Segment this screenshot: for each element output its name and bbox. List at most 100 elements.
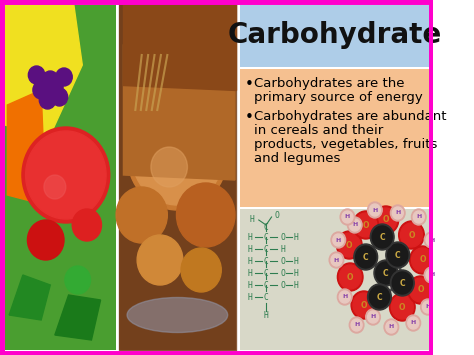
Circle shape <box>367 202 382 218</box>
Text: O: O <box>408 230 415 240</box>
Text: H: H <box>425 305 430 310</box>
Circle shape <box>44 175 66 199</box>
Circle shape <box>370 224 394 250</box>
Circle shape <box>127 100 228 210</box>
Circle shape <box>391 270 414 296</box>
Circle shape <box>339 291 350 303</box>
Circle shape <box>408 276 433 304</box>
Text: H: H <box>395 211 401 215</box>
Circle shape <box>376 262 396 284</box>
Text: C: C <box>264 268 268 278</box>
Circle shape <box>386 321 397 333</box>
Text: H: H <box>294 233 299 241</box>
Circle shape <box>51 88 68 106</box>
Text: O: O <box>280 257 285 266</box>
Circle shape <box>72 209 101 241</box>
Circle shape <box>390 293 415 321</box>
Text: and legumes: and legumes <box>254 152 340 165</box>
Circle shape <box>401 223 422 247</box>
Circle shape <box>375 208 397 232</box>
Circle shape <box>369 286 390 308</box>
Text: C: C <box>264 293 268 301</box>
Text: H: H <box>294 268 299 278</box>
Text: H: H <box>372 208 377 213</box>
Circle shape <box>410 246 435 274</box>
Circle shape <box>331 254 342 266</box>
Text: H: H <box>247 280 252 289</box>
Circle shape <box>373 206 399 234</box>
Circle shape <box>26 131 106 219</box>
Text: products, vegetables, fruits: products, vegetables, fruits <box>254 138 438 151</box>
Text: O: O <box>417 285 424 295</box>
Circle shape <box>392 272 412 294</box>
Circle shape <box>353 211 379 239</box>
Circle shape <box>399 221 424 249</box>
Text: C: C <box>383 268 389 278</box>
Text: H: H <box>345 214 350 219</box>
Circle shape <box>338 233 360 257</box>
Ellipse shape <box>127 297 228 333</box>
Circle shape <box>329 252 344 268</box>
Text: C: C <box>264 257 268 266</box>
Text: in cereals and their: in cereals and their <box>254 124 383 137</box>
Circle shape <box>340 209 355 225</box>
Circle shape <box>406 315 420 331</box>
Circle shape <box>411 209 426 225</box>
Circle shape <box>116 187 167 243</box>
Circle shape <box>333 234 344 246</box>
Circle shape <box>351 291 377 319</box>
Text: H: H <box>334 257 339 262</box>
Circle shape <box>33 81 49 99</box>
Text: C: C <box>264 280 268 289</box>
Circle shape <box>356 246 376 268</box>
Text: H: H <box>370 315 376 320</box>
Circle shape <box>408 317 419 329</box>
Text: O: O <box>280 280 285 289</box>
Text: O: O <box>361 300 367 310</box>
Polygon shape <box>123 0 236 90</box>
Text: H: H <box>389 324 394 329</box>
Circle shape <box>384 319 399 335</box>
Circle shape <box>367 284 392 310</box>
Circle shape <box>42 71 58 89</box>
Text: O: O <box>363 220 369 229</box>
Circle shape <box>65 266 91 294</box>
Circle shape <box>424 232 439 248</box>
Circle shape <box>27 220 64 260</box>
Text: O: O <box>346 240 353 250</box>
Text: H: H <box>352 223 357 228</box>
Text: H: H <box>247 245 252 253</box>
Text: H: H <box>247 268 252 278</box>
Text: C: C <box>264 233 268 241</box>
Text: •: • <box>245 110 254 125</box>
Text: Carbohydrates are the: Carbohydrates are the <box>254 77 405 90</box>
Text: O: O <box>274 211 280 219</box>
Circle shape <box>331 232 346 248</box>
Text: O: O <box>280 268 285 278</box>
Text: H: H <box>280 245 285 253</box>
Circle shape <box>181 248 221 292</box>
Text: H: H <box>247 233 252 241</box>
Text: Carbohydrates are abundant: Carbohydrates are abundant <box>254 110 447 123</box>
Circle shape <box>337 263 363 291</box>
Polygon shape <box>7 90 46 205</box>
Circle shape <box>39 91 56 109</box>
Circle shape <box>366 309 380 325</box>
Text: O: O <box>419 256 426 264</box>
Circle shape <box>337 289 352 305</box>
Text: C: C <box>363 252 369 262</box>
Circle shape <box>349 219 360 231</box>
Text: H: H <box>416 214 421 219</box>
Circle shape <box>355 213 377 237</box>
Circle shape <box>391 205 405 221</box>
Circle shape <box>369 204 380 216</box>
Text: H: H <box>294 280 299 289</box>
Circle shape <box>411 248 433 272</box>
Circle shape <box>342 211 353 223</box>
Circle shape <box>426 234 437 246</box>
Circle shape <box>354 244 378 270</box>
Polygon shape <box>5 0 82 135</box>
Circle shape <box>386 242 410 268</box>
Text: C: C <box>379 233 385 241</box>
Text: C: C <box>264 223 268 231</box>
